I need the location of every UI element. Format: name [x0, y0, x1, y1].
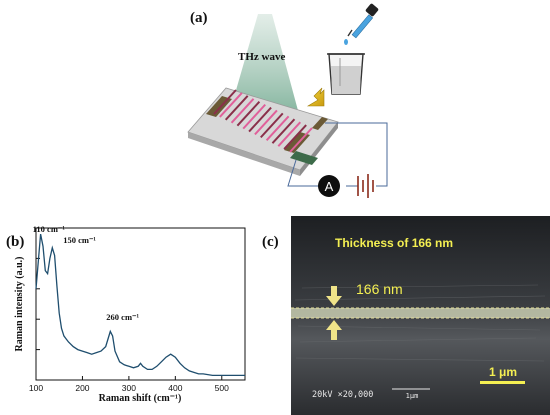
raman-x-axis: 100 200 300 400 500	[29, 376, 229, 393]
raman-spectrum-line	[35, 233, 245, 377]
peak-annotation: 150 cm⁻¹	[63, 235, 96, 245]
x-tick-label: 500	[215, 383, 229, 393]
electrode-finger	[283, 124, 307, 150]
electrode-pad-top	[312, 117, 328, 130]
electrode-finger	[271, 118, 296, 144]
raman-plot-frame	[35, 227, 246, 381]
raman-y-label: Raman intensity (a.u.)	[14, 256, 25, 351]
interdigitated-electrodes	[213, 89, 313, 153]
electrode-finger	[265, 115, 290, 141]
x-tick-label: 400	[168, 383, 182, 393]
electrode-finger	[242, 103, 266, 130]
thickness-value: 166 nm	[356, 281, 403, 297]
thin-film-layer	[291, 308, 550, 318]
electrode-finger	[224, 95, 249, 121]
electrode-finger	[277, 121, 302, 147]
panel-c-label: (c)	[262, 234, 279, 250]
yellow-arrow-icon	[306, 87, 325, 107]
electrode-finger	[254, 109, 278, 136]
panel-b-label: (b)	[6, 234, 24, 250]
x-tick-label: 200	[75, 383, 89, 393]
peak-annotation: 260 cm⁻¹	[106, 312, 139, 322]
electrode-finger	[236, 101, 261, 127]
electrode-finger	[260, 112, 284, 139]
panel-c: (c) Thickness of 166 nm 166 nm 20kV ×20,…	[262, 216, 550, 415]
dropper-icon	[344, 3, 379, 45]
ammeter-icon	[318, 175, 340, 197]
panel-a-label: (a)	[190, 10, 208, 26]
electrode-finger	[248, 106, 272, 133]
electrode-finger	[230, 98, 255, 124]
panel-a: (a) THz wave	[187, 3, 388, 198]
scale-bar	[480, 381, 525, 384]
electrode-finger	[289, 127, 313, 153]
sem-scale-small-label: 1μm	[406, 392, 419, 400]
battery-icon	[357, 174, 374, 198]
electrode-finger	[219, 92, 243, 118]
arrow-down-icon	[326, 286, 342, 306]
thz-beam-icon	[228, 14, 300, 118]
sem-info: 20kV ×20,000	[312, 390, 373, 400]
x-tick-label: 300	[122, 383, 136, 393]
electrode-finger	[213, 89, 237, 115]
x-tick-label: 100	[29, 383, 43, 393]
electrode-pad-bottom	[290, 151, 318, 165]
raman-x-label: Raman shift (cm⁻¹)	[99, 393, 182, 404]
thz-wave-label: THz wave	[238, 51, 285, 63]
arrow-up-icon	[326, 320, 342, 340]
beaker-icon	[327, 53, 365, 95]
thickness-caption: Thickness of 166 nm	[335, 236, 453, 250]
scale-bar-label: 1 μm	[489, 365, 517, 379]
peak-annotation: 110 cm⁻¹	[33, 224, 66, 234]
ammeter-label: A	[325, 179, 334, 194]
